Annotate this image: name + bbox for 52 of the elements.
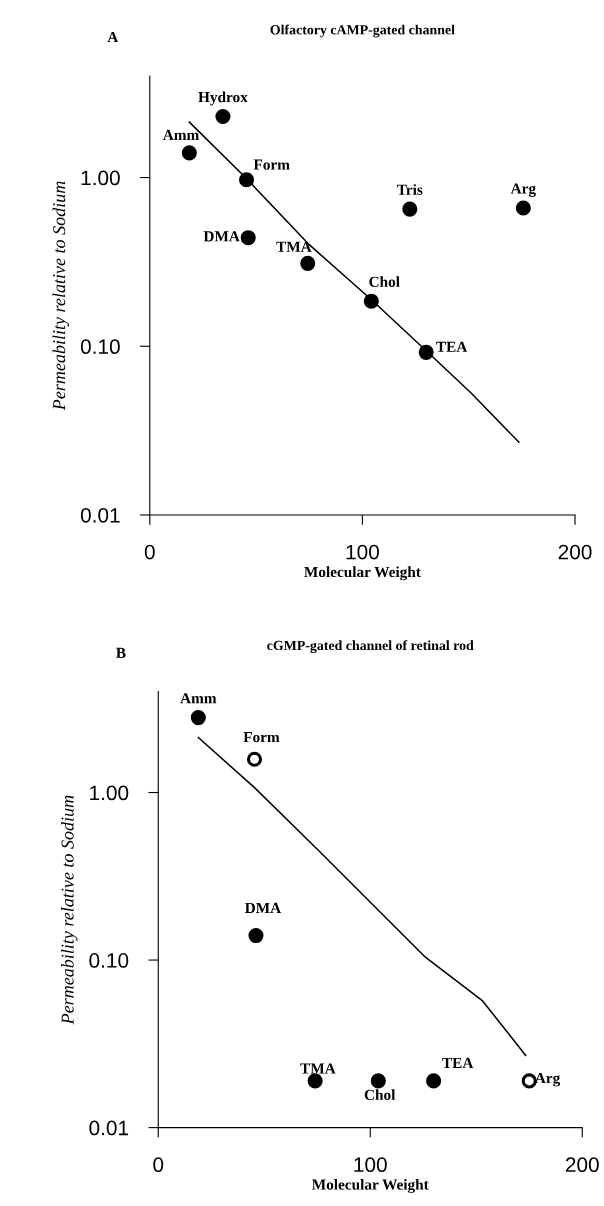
point bbox=[240, 230, 256, 246]
x-tick-label: 0 bbox=[144, 544, 155, 560]
annotation: Form bbox=[253, 159, 290, 170]
annotation: DMA bbox=[203, 231, 240, 242]
annotation: TEA bbox=[436, 341, 468, 352]
point bbox=[246, 751, 263, 767]
y-tick-label: 0.01 bbox=[80, 507, 120, 523]
point bbox=[248, 928, 264, 944]
point bbox=[181, 145, 197, 161]
annotation: Hydrox bbox=[198, 91, 248, 106]
y-tick-label: 1.00 bbox=[90, 785, 129, 801]
text: A bbox=[107, 31, 119, 42]
point bbox=[402, 201, 418, 217]
y-tick-label: 1.00 bbox=[81, 170, 120, 186]
point bbox=[363, 293, 379, 309]
chart-title: Olfactory cAMP-gated channel bbox=[270, 24, 455, 38]
point bbox=[190, 710, 206, 726]
point bbox=[300, 255, 316, 271]
annotation: Arg bbox=[510, 183, 536, 197]
annotation: Arg bbox=[534, 1072, 561, 1087]
x-tick-label: 200 bbox=[558, 544, 592, 560]
annotation: TMA bbox=[300, 1063, 336, 1074]
x-tick-label: 200 bbox=[565, 1157, 599, 1173]
x-tick-label: 0 bbox=[153, 1157, 164, 1173]
point bbox=[238, 172, 255, 188]
text: B bbox=[116, 647, 126, 658]
point bbox=[215, 108, 231, 125]
x-tick-label: 100 bbox=[346, 544, 379, 560]
point bbox=[515, 200, 531, 216]
point bbox=[418, 344, 434, 360]
y-axis-title: Permeability relative to Sodium bbox=[61, 795, 78, 1025]
point bbox=[521, 1073, 537, 1089]
y-axis-title: Permeability relative to Sodium bbox=[52, 181, 69, 411]
annotation: Tris bbox=[397, 184, 423, 195]
annotation: Chol bbox=[364, 1089, 396, 1100]
annotation: DMA bbox=[244, 902, 282, 913]
annotation: TEA bbox=[442, 1057, 474, 1068]
annotation: Chol bbox=[369, 276, 400, 287]
x-axis-title: Molecular Weight bbox=[312, 1178, 429, 1193]
point bbox=[426, 1073, 442, 1089]
y-tick-label: 0.10 bbox=[89, 953, 129, 968]
x-tick-label: 100 bbox=[354, 1157, 387, 1173]
chart-title: cGMP-gated channel of retinal rod bbox=[267, 640, 474, 654]
x-axis-title: Molecular Weight bbox=[304, 566, 421, 581]
annotation: TMA bbox=[276, 241, 312, 252]
point bbox=[370, 1073, 386, 1089]
annotation: Form bbox=[243, 732, 280, 743]
annotation: Amm bbox=[180, 693, 217, 704]
y-tick-label: 0.10 bbox=[80, 339, 120, 355]
annotation: Amm bbox=[162, 129, 199, 140]
point bbox=[307, 1073, 323, 1089]
y-tick-label: 0.01 bbox=[89, 1120, 129, 1136]
